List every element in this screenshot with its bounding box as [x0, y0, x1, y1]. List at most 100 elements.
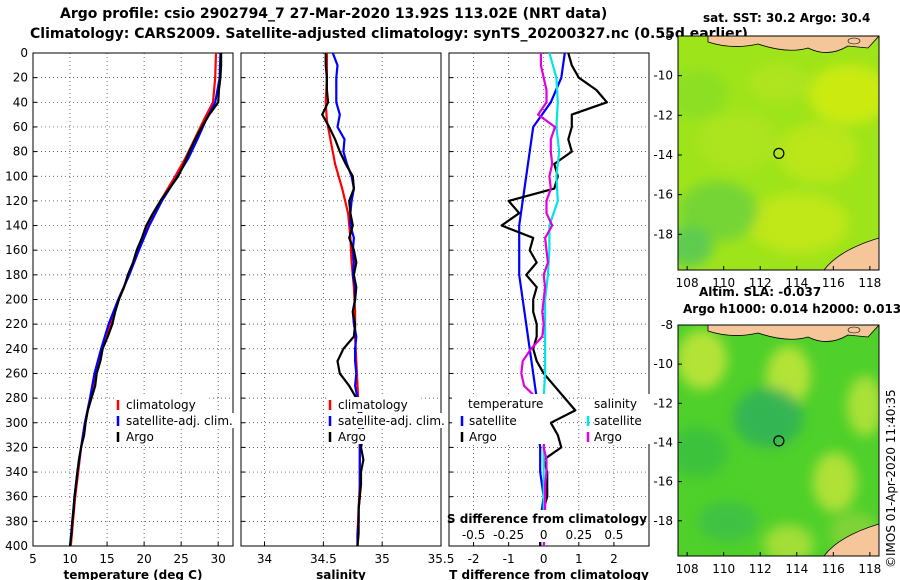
- legend-bg: [327, 429, 371, 444]
- map-x-tick-label: 110: [712, 562, 735, 576]
- x-tick-label: 35: [375, 552, 390, 566]
- legend-bg: [327, 397, 422, 412]
- map-y-tick-label: -8: [661, 29, 673, 43]
- temperature-profile-plot: 5 10 15 20 25 3002040608010012014016018020022…: [5, 46, 275, 580]
- series-group: [500, 52, 609, 546]
- legend-label: climatology: [338, 398, 408, 412]
- y-tick-label: 0: [20, 46, 28, 60]
- y-tick-label: 40: [13, 95, 28, 109]
- series-line-climatology: [69, 52, 218, 546]
- figure-title-line1: Argo profile: csio 2902794_7 27-Mar-2020…: [60, 6, 608, 22]
- x-tick-label: 34.5: [310, 552, 337, 566]
- map-blob: [763, 524, 814, 556]
- map-blob: [678, 427, 729, 478]
- land-coast-north: [707, 36, 879, 53]
- top-axis-tick-label: 0.5: [604, 528, 623, 542]
- y-tick-label: 360: [5, 490, 28, 504]
- legend-title-temperature: temperature: [468, 397, 543, 411]
- map-x-tick-label: 116: [822, 276, 845, 290]
- argo-float-marker: [773, 147, 785, 159]
- y-tick-label: 20: [13, 71, 28, 85]
- map-y-tick-label: -18: [653, 514, 673, 528]
- map-x-tick-label: 108: [676, 562, 699, 576]
- map-blob: [698, 111, 779, 172]
- sla-map-subtitle: Argo h1000: 0.014 h2000: 0.013: [683, 302, 900, 316]
- land-island: [847, 326, 861, 334]
- y-tick-label: 240: [5, 342, 28, 356]
- map-frame: [677, 324, 880, 557]
- map-blob: [678, 329, 728, 390]
- imos-credit: ©IMOS 01-Apr-2020 11:40:35: [884, 389, 898, 568]
- x-tick-label: -1: [503, 552, 515, 566]
- series-group: [68, 52, 223, 546]
- top-axis-tick-label: 0: [540, 528, 548, 542]
- y-tick-label: 80: [13, 145, 28, 159]
- legend-label: satellite-adj. clim.: [126, 414, 233, 428]
- map-y-tick-label: -14: [653, 435, 673, 449]
- x-tick-label: 0: [540, 552, 548, 566]
- x-tick-label: 35.5: [428, 552, 455, 566]
- legend-bg: [115, 413, 275, 428]
- x-tick-label: 25: [174, 552, 189, 566]
- map-blobs: [678, 62, 879, 267]
- y-tick-label: 120: [5, 194, 28, 208]
- x-axis-label: T difference from climatology: [449, 568, 649, 580]
- series-group: [321, 52, 365, 546]
- map-y-tick-label: -8: [661, 318, 673, 332]
- sla-map-title: Altim. SLA: -0.037: [699, 285, 822, 299]
- map-frame: [677, 35, 880, 271]
- map-y-tick-label: -10: [653, 357, 673, 371]
- x-axis-label: salinity: [316, 568, 366, 580]
- map-x-tick-label: 112: [749, 562, 772, 576]
- x-tick-label: 15: [99, 552, 114, 566]
- top-axis-tick-label: -0.25: [493, 528, 524, 542]
- y-tick-label: 260: [5, 366, 28, 380]
- difference-profile-plot: -2 -1 0 1 2 T difference from climatology temp…: [447, 52, 650, 580]
- y-tick-label: 280: [5, 391, 28, 405]
- series-line-salinity-satellite: [542, 52, 561, 546]
- legend-label: satellite: [469, 414, 517, 428]
- map-field: [678, 325, 879, 556]
- map-y-tick-label: -12: [653, 108, 673, 122]
- legend-label: Argo: [469, 430, 497, 444]
- map-y-tick-label: -16: [653, 188, 673, 202]
- sst-map-title: sat. SST: 30.2 Argo: 30.4: [703, 11, 871, 25]
- map-blob: [678, 226, 714, 267]
- map-blob: [808, 64, 879, 125]
- figure-title-line2: Climatology: CARS2009. Satellite-adjuste…: [30, 26, 748, 42]
- map-x-tick-label: 114: [785, 562, 808, 576]
- x-tick-label: 20: [136, 552, 151, 566]
- legend-label: satellite: [594, 414, 642, 428]
- map-y-tick-label: -18: [653, 227, 673, 241]
- y-tick-label: 380: [5, 514, 28, 528]
- series-line-argo: [321, 53, 365, 546]
- x-tick-label: 34: [257, 552, 272, 566]
- top-axis-bg: [456, 510, 642, 542]
- y-tick-label: 220: [5, 317, 28, 331]
- map-x-tick-label: 118: [858, 276, 881, 290]
- map-x-tick-label: 116: [822, 562, 845, 576]
- legend-label: Argo: [594, 430, 622, 444]
- map-blob: [748, 62, 809, 103]
- sst-map: -8 -10 -12 -14 -16 -18 108 110 112 114 116 118: [653, 29, 881, 290]
- y-tick-label: 340: [5, 465, 28, 479]
- legend-bg: [115, 397, 210, 412]
- sla-map: -8 -10 -12 -14 -16 -18 108 110 112 114 116 118: [653, 318, 881, 576]
- map-blob: [846, 375, 879, 436]
- map-x-tick-label: 108: [676, 276, 699, 290]
- argo-float-marker: [773, 435, 785, 447]
- land-coast-north: [707, 325, 879, 342]
- map-y-tick-label: -16: [653, 475, 673, 489]
- map-blob: [748, 193, 849, 254]
- map-blob: [678, 181, 759, 242]
- map-y-tick-label: -12: [653, 396, 673, 410]
- x-tick-label: 1: [575, 552, 583, 566]
- map-y-tick-label: -10: [653, 69, 673, 83]
- series-line-temperature-satellite: [518, 52, 566, 546]
- series-line-salinity-argo: [520, 53, 557, 546]
- legend-bg: [596, 394, 650, 444]
- map-blob: [678, 69, 729, 120]
- x-tick-label: -2: [468, 552, 480, 566]
